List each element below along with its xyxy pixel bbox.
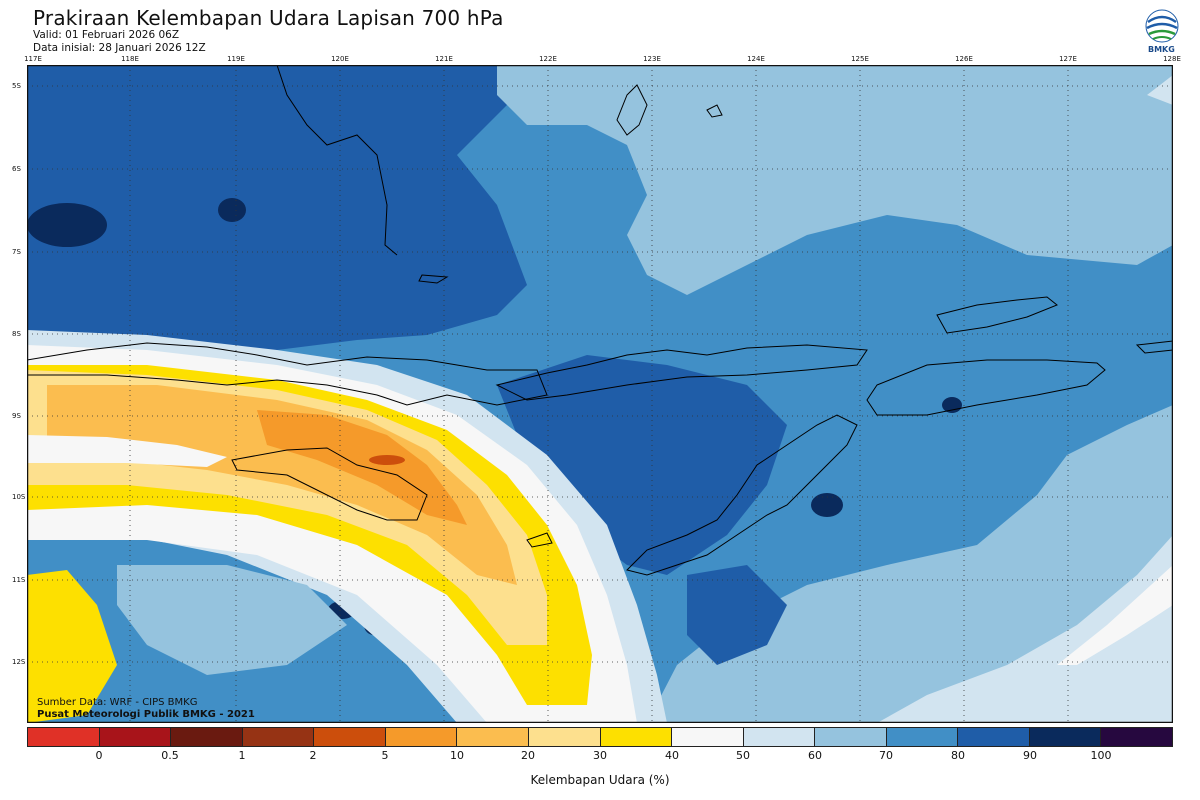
graticule [27,65,1173,723]
colorbar-tick: 40 [665,749,679,762]
colorbar-swatch [886,728,959,746]
lon-label: 119E [227,55,245,63]
colorbar-tick: 60 [808,749,822,762]
lat-label: 11S [12,576,26,584]
map-frame [27,65,1173,723]
colorbar-tick: 1 [238,749,246,762]
humidity-field-70 [647,405,1173,723]
bmkg-logo-icon [1145,9,1179,43]
colorbar-swatch [958,728,1030,746]
colorbar-tick: 90 [1023,749,1037,762]
colorbar-swatch [242,728,315,746]
lon-label: 128E [1163,55,1181,63]
colorbar-tick: 30 [593,749,607,762]
humidity-field-90 [497,355,787,575]
humidity-field-70 [497,65,1173,295]
lon-label: 127E [1059,55,1077,63]
humidity-field-70 [117,565,347,675]
lon-label: 124E [747,55,765,63]
coastlines [27,65,1173,576]
lat-label: 6S [12,165,21,173]
humidity-field-10 [257,410,467,525]
lon-label: 123E [643,55,661,63]
colorbar-swatch [1101,728,1172,746]
humidity-field-100 [811,493,843,517]
lon-label: 118E [121,55,139,63]
data-source: Sumber Data: WRF - CIPS BMKG [37,697,198,708]
colorbar-tick: 70 [879,749,893,762]
humidity-field-90 [687,565,787,665]
colorbar-swatch [528,728,601,746]
humidity-field-100 [27,203,107,247]
colorbar-title: Kelembapan Udara (%) [530,773,670,787]
colorbar-swatch [743,728,816,746]
logo-label: BMKG [1148,45,1175,54]
humidity-field-60 [877,535,1173,723]
humidity-field-100 [218,198,246,222]
colorbar-tick: 80 [951,749,965,762]
lat-label: 8S [12,330,21,338]
colorbar-swatch [672,728,744,746]
humidity-field-50 [27,435,227,467]
humidity-field-100 [942,397,962,413]
humidity-field-90 [27,65,527,370]
colorbar-swatch [99,728,172,746]
lat-label: 7S [12,248,21,256]
init-time: Data inisial: 28 Januari 2026 12Z [33,42,206,54]
map-title: Prakiraan Kelembapan Udara Lapisan 700 h… [33,6,504,30]
colorbar-swatch [1029,728,1102,746]
colorbar-tick: 100 [1090,749,1112,762]
colorbar-tick: 50 [736,749,750,762]
lon-label: 125E [851,55,869,63]
lat-label: 5S [12,82,21,90]
lon-label: 126E [955,55,973,63]
lat-label: 12S [12,658,26,666]
colorbar-swatch [28,728,100,746]
valid-time: Valid: 01 Februari 2026 06Z [33,29,180,41]
credit-org: Pusat Meteorologi Publik BMKG - 2021 [37,709,255,720]
colorbar-tick: 5 [381,749,389,762]
humidity-field-50 [1057,565,1173,665]
colorbar-tick: 2 [309,749,317,762]
lat-label: 9S [12,412,21,420]
colorbar-swatch [457,728,529,746]
colorbar-tick: 0.5 [161,749,179,762]
lon-label: 117E [24,55,42,63]
lon-label: 122E [539,55,557,63]
colorbar-swatch [171,728,243,746]
colorbar-tick: 10 [450,749,464,762]
colorbar-tick: 0 [95,749,103,762]
humidity-field-20 [47,385,517,585]
colorbar-swatch [815,728,887,746]
lat-label: 10S [12,493,26,501]
lon-label: 120E [331,55,349,63]
colorbar-tick: 20 [521,749,535,762]
colorbar [27,727,1173,747]
lon-label: 121E [435,55,453,63]
colorbar-swatch [385,728,458,746]
colorbar-swatch [314,728,386,746]
humidity-field-5 [369,455,405,465]
humidity-field-40 [27,570,117,723]
colorbar-swatch [600,728,673,746]
humidity-field-60 [1147,75,1173,105]
humidity-map[interactable] [27,65,1173,723]
